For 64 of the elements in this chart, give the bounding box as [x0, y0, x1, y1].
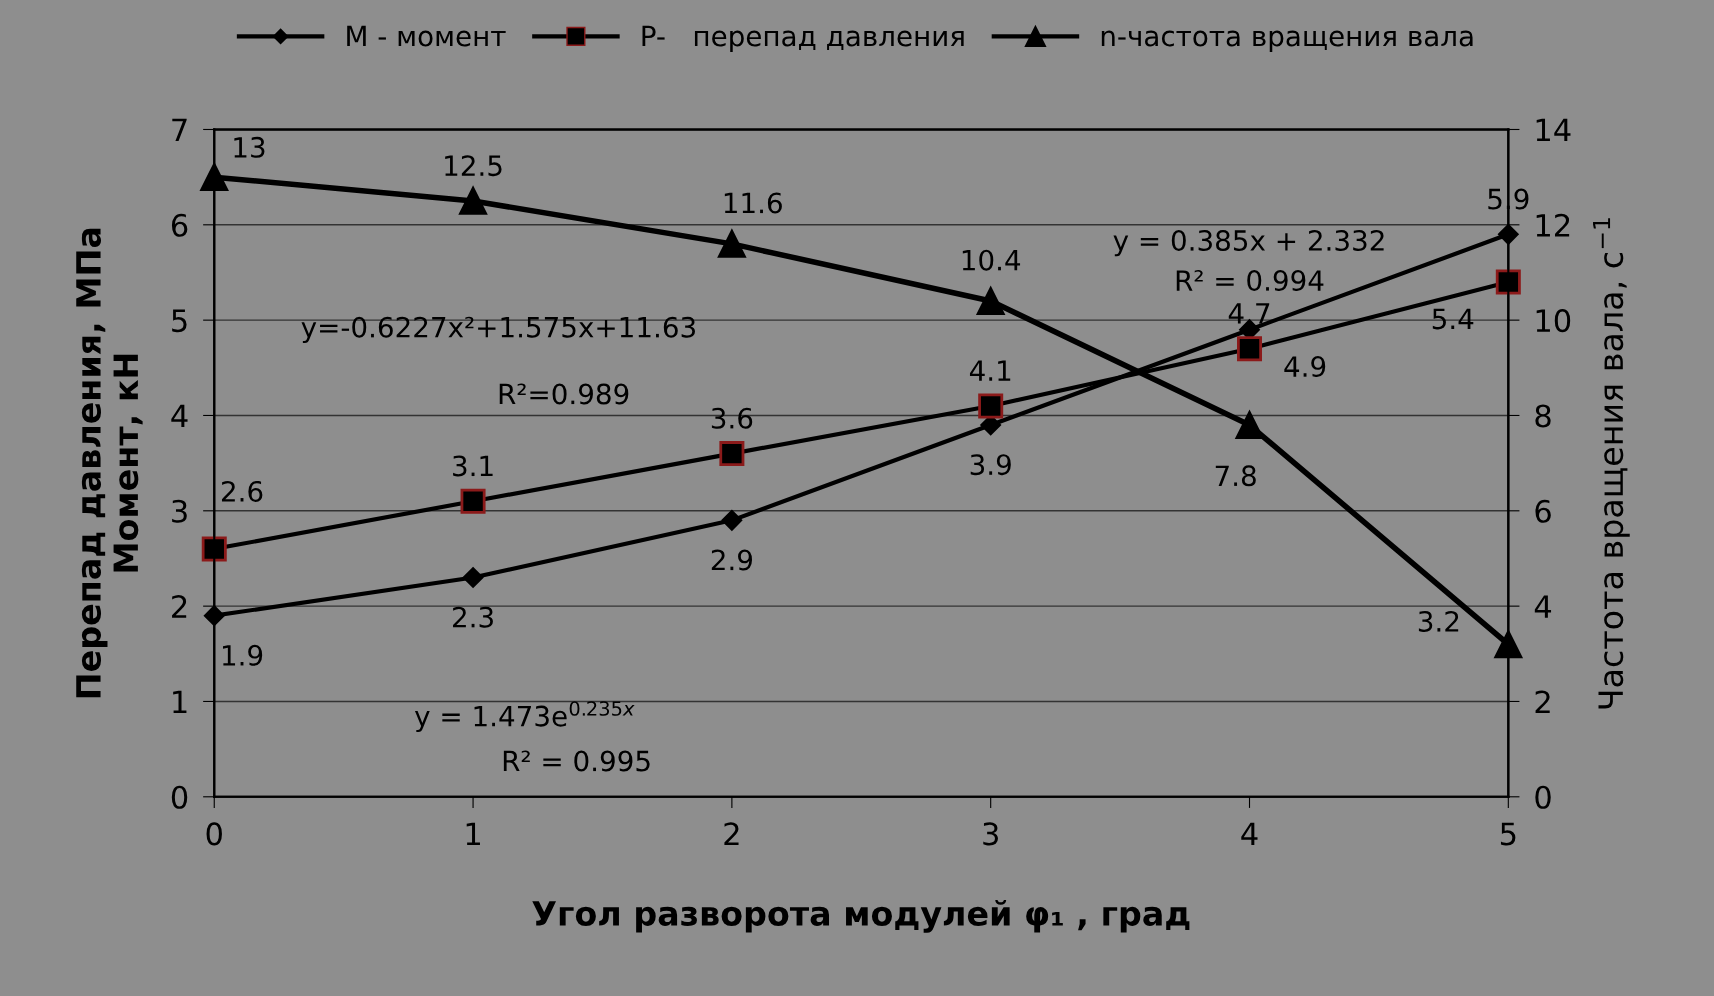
annotation: R² = 0.994	[1176, 270, 1324, 292]
point	[978, 393, 1004, 419]
data-label: 2.6	[221, 480, 263, 502]
data-label: 12.5	[445, 155, 502, 177]
point	[1237, 336, 1263, 362]
data-label: 3.2	[1418, 610, 1459, 632]
data-label: 4.1	[969, 360, 1011, 381]
data-label: 3.9	[970, 454, 1011, 476]
legend-label: n-частота вращения вала	[1101, 30, 1473, 52]
x-tick-label: 4	[1241, 822, 1258, 846]
x-tick-label: 3	[983, 822, 998, 846]
y2-tick-label: 8	[1535, 404, 1551, 428]
y2-tick-label: 10	[1536, 309, 1571, 333]
annotation: R²=0.989	[499, 383, 629, 405]
y2-tick-label: 0	[1535, 785, 1551, 809]
point	[721, 510, 743, 531]
y2-tick-label: 14	[1536, 118, 1571, 142]
y2-tick-label: 6	[1535, 499, 1551, 523]
y-tick-label: 7	[172, 118, 187, 142]
y-tick-label: 5	[172, 309, 187, 333]
y-tick-label: 6	[171, 213, 188, 237]
data-label: 13	[234, 136, 265, 158]
x-tick-label: 2	[724, 822, 739, 846]
annotation: y = 0.385x + 2.332	[1113, 229, 1384, 257]
legend-label: M - момент	[347, 25, 506, 47]
y2-tick-label: 12	[1536, 213, 1570, 237]
y2-tick-label: 2	[1535, 690, 1550, 714]
point	[717, 229, 746, 258]
data-label: 2.3	[453, 606, 493, 628]
legend-label: P- перепад давления	[642, 25, 964, 52]
data-label: 4.7	[1228, 303, 1270, 324]
y2-axis-title: Частота вращения вала, с$^{−1}$	[1593, 218, 1630, 709]
y-tick-label: 0	[171, 785, 188, 809]
y-tick-label: 2	[172, 595, 187, 618]
annotation: R² = 0.995	[503, 750, 650, 772]
point	[460, 488, 486, 514]
data-label: 11.6	[724, 192, 782, 214]
data-label: 4.9	[1284, 356, 1326, 378]
point	[976, 287, 1005, 315]
y-tick-label: 4	[171, 404, 188, 428]
x-axis-title: Угол разворота модулей φ₁ , град	[532, 899, 1190, 933]
x-tick-label: 5	[1500, 822, 1516, 846]
data-label: 10.4	[962, 249, 1021, 271]
y-axis-title: Перепад давления, МПа Момент, кН	[76, 228, 143, 698]
data-label: 3.1	[453, 455, 493, 477]
y-tick-label: 1	[173, 690, 187, 714]
y-tick-label: 3	[172, 499, 187, 523]
point	[1495, 269, 1521, 295]
data-label: 2.9	[711, 549, 753, 571]
data-label: 5.4	[1432, 308, 1474, 330]
point	[1235, 411, 1264, 439]
point	[462, 567, 484, 588]
annotation: y = 1.473e$^{0.235x}$	[414, 701, 635, 733]
annotation: y=-0.6227x²+1.575x+11.63	[301, 316, 695, 344]
x-tick-label: 1	[466, 822, 480, 846]
y2-tick-label: 4	[1534, 595, 1552, 618]
point	[200, 163, 229, 192]
point	[1494, 630, 1523, 659]
point	[201, 536, 227, 562]
point	[459, 187, 487, 215]
point	[719, 441, 745, 467]
data-label: 1.9	[222, 644, 263, 666]
data-label: 7.8	[1215, 465, 1256, 487]
x-tick-label: 0	[206, 822, 222, 846]
